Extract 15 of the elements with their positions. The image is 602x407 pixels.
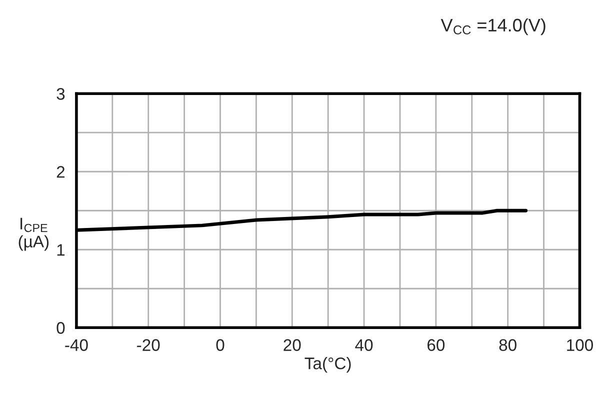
y-tick-label: 1 (57, 244, 65, 256)
y-tick-label: 2 (56, 166, 65, 178)
x-axis-title: Ta(°C) (304, 357, 351, 373)
text: V$_{CC}$ =14.0(V) (440, 18, 546, 36)
x-tick-label: -20 (137, 339, 160, 351)
y-axis-title: I$_{CPE}$ (µA) (18, 218, 49, 251)
x-tick-label: 0 (216, 339, 224, 351)
x-tick-label: 20 (284, 339, 301, 351)
x-tick-label: 40 (355, 339, 373, 351)
x-tick-label: 60 (428, 339, 445, 351)
x-tick-label: 80 (499, 339, 516, 351)
x-tick-label: -40 (65, 339, 88, 351)
x-tick-label: 100 (567, 339, 593, 351)
y-tick-label: 0 (56, 322, 65, 334)
y-tick-label: 3 (56, 88, 65, 100)
